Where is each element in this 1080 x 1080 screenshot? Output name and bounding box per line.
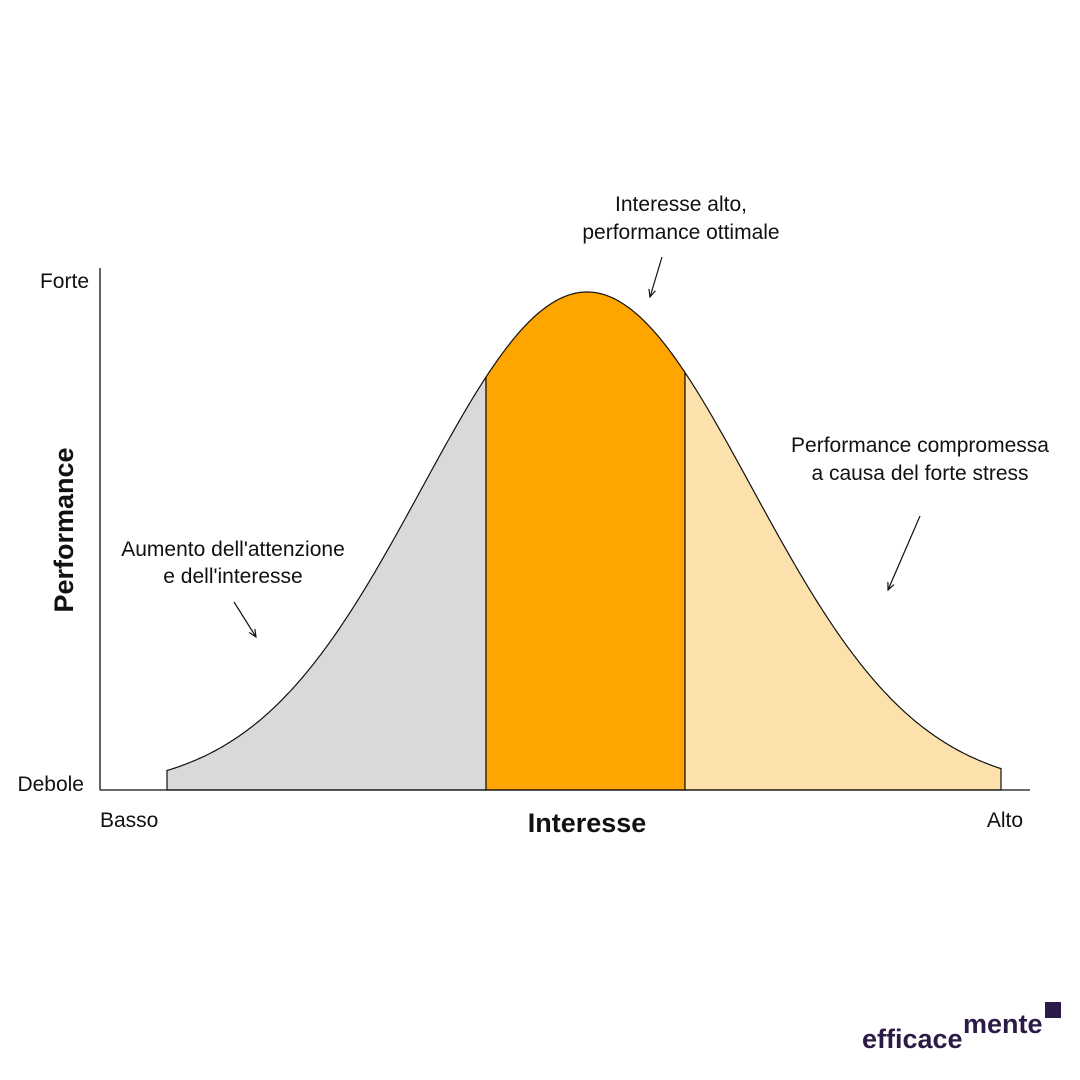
annotation-line: performance ottimale <box>582 221 779 244</box>
curve-regions <box>166 291 1002 791</box>
annotation-line: Interesse alto, <box>615 193 747 216</box>
y-bottom-label: Debole <box>17 773 84 796</box>
arrow <box>650 256 663 297</box>
logo-text: mente <box>963 1009 1043 1039</box>
y-axis-title: Performance <box>49 447 79 612</box>
curve-region <box>684 370 1002 791</box>
curve-region <box>166 375 487 791</box>
logo-text: efficace <box>862 1024 963 1054</box>
x-left-label: Basso <box>100 809 158 832</box>
arrow <box>233 601 256 637</box>
annotation-line: Aumento dell'attenzione <box>121 538 345 561</box>
curve-region <box>485 291 686 791</box>
annotation-line: a causa del forte stress <box>811 462 1028 485</box>
arrow <box>888 515 921 590</box>
x-axis-title: Interesse <box>528 808 647 838</box>
y-top-label: Forte <box>40 270 89 293</box>
logo-mark <box>1045 1002 1061 1018</box>
x-right-label: Alto <box>987 809 1023 832</box>
annotation-line: Performance compromessa <box>791 434 1049 457</box>
annotation-line: e dell'interesse <box>163 565 302 588</box>
